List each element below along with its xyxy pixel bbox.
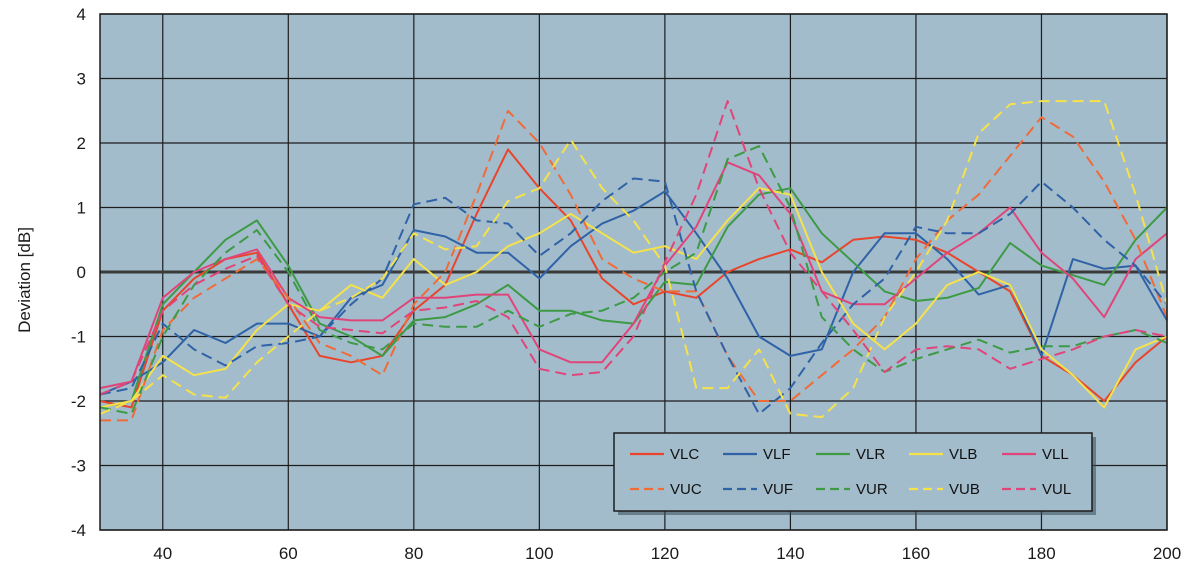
series-layer xyxy=(99,100,1168,422)
legend-label-vur: VUR xyxy=(856,481,888,498)
y-tick-label: 0 xyxy=(77,263,86,282)
x-tick-label: 180 xyxy=(1027,544,1055,563)
legend-label-vul: VUL xyxy=(1042,481,1071,498)
legend-label-vuf: VUF xyxy=(763,481,793,498)
x-tick-label: 160 xyxy=(902,544,930,563)
legend-label-vlc: VLC xyxy=(670,446,699,463)
legend: VLC VLF VLR VLB VLL VUC VUF VUR VUB VUL xyxy=(613,432,1096,515)
legend-label-vub: VUB xyxy=(949,481,980,498)
series-line-vub xyxy=(99,100,1168,419)
x-tick-label: 120 xyxy=(651,544,679,563)
x-tick-label: 100 xyxy=(525,544,553,563)
legend-label-vlf: VLF xyxy=(763,446,791,463)
plot-frame xyxy=(99,13,1168,531)
y-tick-label: -1 xyxy=(71,328,86,347)
x-tick-label: 40 xyxy=(153,544,172,563)
x-tick-label: 60 xyxy=(279,544,298,563)
y-tick-label: 3 xyxy=(77,70,86,89)
y-tick-label: 2 xyxy=(77,134,86,153)
y-axis-title: Deviation [dB] xyxy=(15,227,34,333)
legend-label-vlb: VLB xyxy=(949,446,977,463)
legend-box xyxy=(613,432,1093,512)
legend-label-vll: VLL xyxy=(1042,446,1069,463)
y-tick-label: 4 xyxy=(77,5,86,24)
x-tick-label: 200 xyxy=(1153,544,1181,563)
y-tick-label: 1 xyxy=(77,199,86,218)
series-line-vur xyxy=(99,145,1168,415)
x-tick-label: 80 xyxy=(404,544,423,563)
y-axis-ticks: -4 -3 -2 -1 0 1 2 3 4 xyxy=(71,5,86,540)
series-line-vlf xyxy=(99,190,1168,396)
series-line-vuc xyxy=(100,109,1168,422)
y-tick-label: -4 xyxy=(71,521,86,540)
legend-label-vuc: VUC xyxy=(670,481,702,498)
y-tick-label: -2 xyxy=(71,392,86,411)
series-line-vlb xyxy=(99,187,1168,409)
series-line-vll xyxy=(99,161,1168,390)
series-line-vul xyxy=(99,100,1168,396)
series-line-vuf xyxy=(99,177,1168,415)
legend-label-vlr: VLR xyxy=(856,446,885,463)
y-tick-label: -3 xyxy=(71,457,86,476)
x-tick-label: 140 xyxy=(776,544,804,563)
x-axis-ticks: 40 60 80 100 120 140 160 180 200 xyxy=(153,544,1181,563)
